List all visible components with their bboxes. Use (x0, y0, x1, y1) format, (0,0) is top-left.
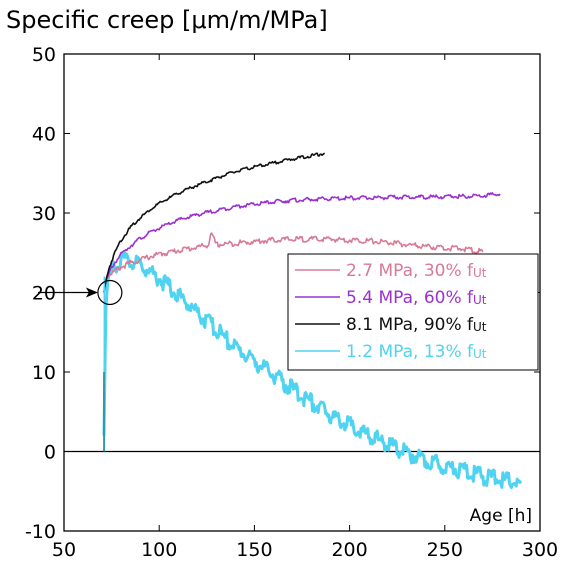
legend-label-subscript: Ut (473, 266, 487, 280)
legend-label-main: 8.1 MPa, 90% f (346, 315, 474, 335)
y-tick-label: 20 (32, 283, 56, 305)
series-line-1 (103, 192, 501, 293)
y-tick-label: 40 (32, 124, 56, 146)
legend-label-subscript: Ut (473, 347, 487, 361)
legend-label-main: 1.2 MPa, 13% f (346, 342, 474, 362)
y-tick-label: 30 (32, 203, 56, 225)
series-line-2 (103, 152, 325, 293)
y-tick-label: 0 (44, 442, 56, 464)
x-tick-label: 200 (331, 539, 367, 561)
series-layer (102, 152, 523, 490)
legend-label-subscript: Ut (473, 293, 487, 307)
legend-label-3: 1.2 MPa, 13% fUt (346, 342, 487, 362)
legend-label-subscript: Ut (473, 320, 487, 334)
start-annotation (38, 279, 123, 306)
legend-label-main: 5.4 MPa, 60% f (346, 288, 474, 308)
legend-label-main: 2.7 MPa, 30% f (346, 261, 474, 281)
y-tick-label: 50 (32, 44, 56, 66)
x-tick-label: 150 (236, 539, 272, 561)
x-tick-label: 100 (141, 539, 177, 561)
series-line-0 (103, 232, 484, 293)
chart-title: Specific creep [μm/m/MPa] (6, 6, 328, 34)
x-axis-ticks: 50 100 150 200 250 300 (52, 54, 558, 561)
series-line-3 (102, 251, 523, 490)
annotation-arrow-head (85, 287, 98, 298)
x-axis-label: Age [h] (470, 506, 532, 526)
annotation-circle (97, 279, 123, 306)
x-tick-label: 300 (522, 539, 558, 561)
legend-label-2: 8.1 MPa, 90% fUt (346, 315, 487, 335)
y-axis-ticks: -10 0 10 20 30 40 50 (25, 44, 540, 543)
x-tick-label: 250 (427, 539, 463, 561)
legend-label-1: 5.4 MPa, 60% fUt (346, 288, 487, 308)
legend-label-0: 2.7 MPa, 30% fUt (346, 261, 487, 281)
x-tick-label: 50 (52, 539, 76, 561)
y-tick-label: -10 (25, 521, 56, 543)
y-tick-label: 10 (32, 362, 56, 384)
